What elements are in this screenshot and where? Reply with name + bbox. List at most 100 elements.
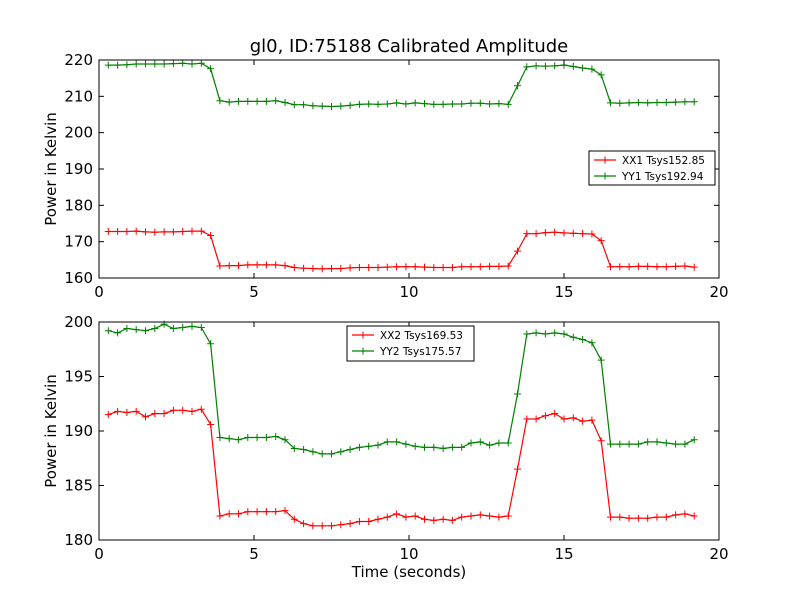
data-point-marker xyxy=(653,263,661,271)
data-point-marker xyxy=(532,230,540,238)
y-tick-label: 190 xyxy=(64,160,93,178)
data-point-marker xyxy=(523,415,531,423)
data-point-marker xyxy=(328,265,335,273)
data-point-marker xyxy=(541,229,549,237)
data-point-marker xyxy=(262,508,270,516)
data-point-marker xyxy=(346,101,354,109)
data-point-marker xyxy=(300,101,308,109)
data-point-marker xyxy=(337,448,345,456)
data-point-marker xyxy=(262,97,270,105)
data-point-marker xyxy=(634,99,642,107)
data-point-marker xyxy=(625,99,633,107)
data-point-marker xyxy=(421,515,428,523)
data-point-marker xyxy=(653,513,661,521)
data-point-marker xyxy=(281,99,289,107)
legend-marker xyxy=(359,331,367,339)
data-point-marker xyxy=(551,228,559,236)
series-line-2 xyxy=(108,323,695,455)
data-point-marker xyxy=(588,339,596,347)
data-point-marker xyxy=(607,513,614,521)
data-point-marker xyxy=(607,440,614,448)
data-point-marker xyxy=(411,442,419,450)
series-line-2 xyxy=(108,62,695,108)
data-point-marker xyxy=(142,60,149,68)
y-axis-label: Power in Kelvin xyxy=(42,112,60,226)
data-point-marker xyxy=(169,406,177,414)
data-point-marker xyxy=(374,263,382,271)
data-point-marker xyxy=(132,326,140,334)
legend-marker xyxy=(601,156,609,164)
data-point-marker xyxy=(579,335,587,343)
data-point-marker xyxy=(207,340,215,348)
data-point-marker xyxy=(253,508,261,516)
data-point-marker xyxy=(262,261,270,269)
x-axis-label: Time (seconds) xyxy=(351,563,467,581)
data-point-marker xyxy=(188,227,196,235)
data-point-marker xyxy=(179,227,187,235)
x-tick-label: 20 xyxy=(709,545,728,563)
data-point-marker xyxy=(309,448,317,456)
data-point-marker xyxy=(355,100,363,108)
chart-title: gl0, ID:75188 Calibrated Amplitude xyxy=(250,36,569,57)
y-tick-label: 160 xyxy=(64,269,93,287)
data-point-marker xyxy=(476,99,484,107)
data-point-marker xyxy=(690,512,698,520)
data-point-marker xyxy=(123,408,131,416)
legend-marker xyxy=(359,347,367,355)
data-point-marker xyxy=(290,515,298,523)
data-point-marker xyxy=(272,261,280,269)
data-point-marker xyxy=(551,410,559,418)
data-point-marker xyxy=(393,510,401,518)
data-point-marker xyxy=(569,229,577,237)
data-point-marker xyxy=(616,513,624,521)
data-point-marker xyxy=(355,263,363,271)
data-point-marker xyxy=(374,515,382,523)
data-point-marker xyxy=(281,436,289,444)
data-point-marker xyxy=(132,407,140,415)
data-point-marker xyxy=(495,439,503,447)
data-point-marker xyxy=(374,100,382,108)
data-point-marker xyxy=(355,443,363,451)
data-point-marker xyxy=(411,512,419,520)
data-point-marker xyxy=(467,439,475,447)
data-point-marker xyxy=(281,507,289,515)
data-point-marker xyxy=(644,262,652,270)
data-point-marker xyxy=(448,263,456,271)
y-tick-label: 200 xyxy=(64,124,93,142)
data-point-marker xyxy=(244,97,252,105)
data-point-marker xyxy=(179,59,187,67)
series-line-1 xyxy=(108,230,695,270)
data-point-marker xyxy=(197,323,205,331)
data-point-marker xyxy=(216,262,224,270)
y-axis-label: Power in Kelvin xyxy=(42,374,60,488)
data-point-marker xyxy=(402,100,410,108)
data-point-marker xyxy=(411,263,419,271)
data-point-marker xyxy=(104,227,112,235)
x-tick-label: 0 xyxy=(94,545,104,563)
data-point-marker xyxy=(616,99,624,107)
data-point-marker xyxy=(225,510,233,518)
x-tick-label: 15 xyxy=(554,283,573,301)
data-point-marker xyxy=(346,446,354,454)
data-point-marker xyxy=(235,97,242,105)
data-point-marker xyxy=(402,263,410,271)
data-point-marker xyxy=(318,522,326,530)
data-point-marker xyxy=(328,450,335,458)
data-point-marker xyxy=(383,438,391,446)
data-point-marker xyxy=(402,513,410,521)
data-point-marker xyxy=(681,262,689,270)
data-point-marker xyxy=(123,61,131,69)
data-point-marker xyxy=(244,434,252,442)
data-point-marker xyxy=(532,415,540,423)
data-point-marker xyxy=(476,438,484,446)
data-point-marker xyxy=(253,434,261,442)
y-tick-label: 200 xyxy=(64,313,93,331)
data-point-marker xyxy=(597,71,605,79)
data-point-marker xyxy=(290,101,298,109)
data-point-marker xyxy=(504,100,512,108)
data-point-marker xyxy=(672,511,680,519)
y-tick-label: 180 xyxy=(64,196,93,214)
data-point-marker xyxy=(644,99,652,107)
data-point-marker xyxy=(551,62,559,70)
